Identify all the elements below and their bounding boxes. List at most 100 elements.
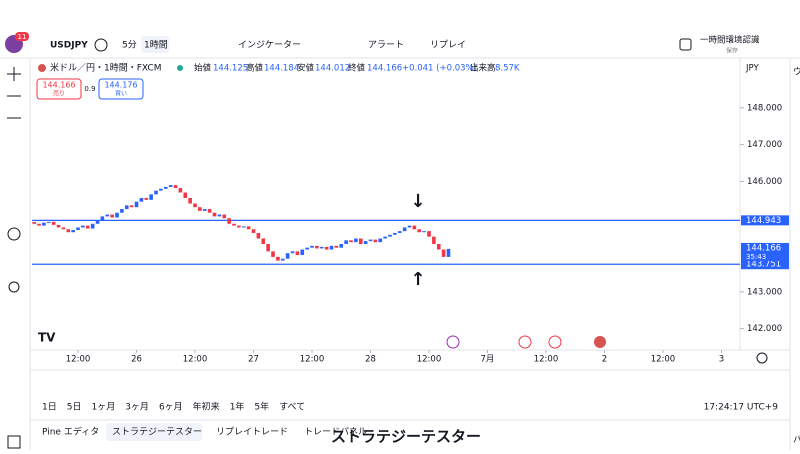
candle xyxy=(232,223,236,226)
range-button[interactable]: 1年 xyxy=(230,401,245,413)
panel-tab[interactable]: トレードパネル xyxy=(304,427,367,438)
layout-name[interactable]: 一時間環境認識 xyxy=(700,35,760,46)
symbol[interactable]: USDJPY xyxy=(50,41,88,51)
range-button[interactable]: 5日 xyxy=(67,402,82,413)
x-tick-label: 12:00 xyxy=(651,355,676,365)
tool-icon[interactable] xyxy=(8,281,20,293)
sell-button[interactable] xyxy=(36,78,82,100)
candle xyxy=(183,192,188,199)
interval-active xyxy=(141,36,169,53)
sidebar-text: ウ xyxy=(793,67,800,78)
candle xyxy=(363,241,368,245)
interval-5[interactable]: 5分 xyxy=(122,40,137,51)
candle xyxy=(56,224,61,228)
candle xyxy=(261,238,266,245)
alert[interactable]: アラート xyxy=(368,40,404,51)
candle xyxy=(251,229,256,233)
tab-active xyxy=(106,423,202,441)
settings-icon[interactable] xyxy=(756,352,768,364)
candle xyxy=(134,201,139,208)
sell-price: 144.166 xyxy=(42,81,75,90)
range-button[interactable]: 3ヶ月 xyxy=(125,402,149,413)
candle xyxy=(163,186,168,189)
save[interactable]: 保存 xyxy=(726,47,738,55)
candle xyxy=(446,248,451,257)
y-tick-label: 147.000 xyxy=(747,140,782,150)
candle xyxy=(432,236,436,245)
candle xyxy=(393,232,397,235)
panel-tab[interactable]: Pine エディタ xyxy=(42,426,99,438)
candle xyxy=(417,229,422,233)
badge-bg xyxy=(15,32,29,41)
panel-tab[interactable]: リプレイトレード xyxy=(216,427,288,438)
candle xyxy=(237,225,241,228)
y-tick-label: 142.000 xyxy=(747,324,782,334)
range-button[interactable]: 1ヶ月 xyxy=(91,402,115,413)
y-tick-label: 148.000 xyxy=(747,103,782,113)
x-tick-label: 3 xyxy=(719,355,724,365)
tool-icon[interactable] xyxy=(7,435,21,449)
candle xyxy=(198,207,202,211)
countdown: 35:43 xyxy=(746,253,766,261)
candle xyxy=(368,239,373,242)
event-icon[interactable] xyxy=(518,335,532,349)
buy-button[interactable] xyxy=(98,78,144,100)
candle xyxy=(212,212,217,217)
y-tick-label: 146.000 xyxy=(747,177,782,187)
price-label-bg xyxy=(741,259,789,270)
legend-label: 安値 xyxy=(297,63,315,74)
arrow-down: ↓ xyxy=(410,191,425,212)
candle xyxy=(388,234,392,237)
interval-1h[interactable]: 1時間 xyxy=(144,40,168,51)
x-tick-label: 28 xyxy=(365,355,376,365)
range-button[interactable]: すべて xyxy=(279,402,305,413)
indicators[interactable]: インジケーター xyxy=(238,40,301,51)
candle xyxy=(383,236,387,239)
spread: 0.9 xyxy=(84,85,95,93)
legend-value: 144.012 xyxy=(315,64,350,74)
candle xyxy=(37,223,41,226)
candle xyxy=(124,205,129,210)
range-button[interactable]: 1日 xyxy=(42,402,57,413)
legend-value: 144.166 xyxy=(367,64,402,74)
legend-label: 終値 xyxy=(348,63,366,74)
event-icon[interactable] xyxy=(446,335,460,349)
panel-tab[interactable]: ストラテジーテスター xyxy=(112,427,202,438)
left-toolbar xyxy=(7,58,31,450)
event-icon[interactable] xyxy=(548,335,562,349)
candle xyxy=(85,225,90,229)
candle xyxy=(315,245,319,249)
legend-value: 144.125 xyxy=(213,64,248,74)
current-price-bg xyxy=(741,242,789,261)
replay[interactable]: リプレイ xyxy=(430,40,466,51)
badge: 11 xyxy=(18,33,27,41)
candle xyxy=(95,220,100,224)
candle xyxy=(427,231,431,237)
candle xyxy=(76,227,80,231)
candle xyxy=(129,205,134,208)
sell-label: 売り xyxy=(53,90,65,98)
candle xyxy=(290,251,295,254)
tool-icon[interactable] xyxy=(7,227,21,241)
candle xyxy=(193,203,197,208)
top-toolbar: 11 USDJPY 5分 1時間 インジケーター アラート リプレイ 一時間環境… xyxy=(0,32,800,59)
candle xyxy=(319,246,324,249)
compare-icon[interactable] xyxy=(94,38,108,52)
candle xyxy=(407,225,412,228)
status-dot xyxy=(177,65,183,71)
sidebar-text: バ xyxy=(793,435,800,446)
candle xyxy=(422,231,426,233)
range-button[interactable]: 5年 xyxy=(254,401,269,413)
candle xyxy=(188,198,192,204)
range-button[interactable]: 年初来 xyxy=(193,401,220,413)
range-button[interactable]: 6ヶ月 xyxy=(159,402,183,413)
candle xyxy=(339,244,344,248)
event-icon[interactable] xyxy=(594,336,606,348)
candle xyxy=(144,198,149,200)
layout-icon[interactable] xyxy=(679,38,692,51)
candle xyxy=(397,231,402,233)
x-tick-label: 12:00 xyxy=(417,355,442,365)
candle xyxy=(46,221,51,223)
